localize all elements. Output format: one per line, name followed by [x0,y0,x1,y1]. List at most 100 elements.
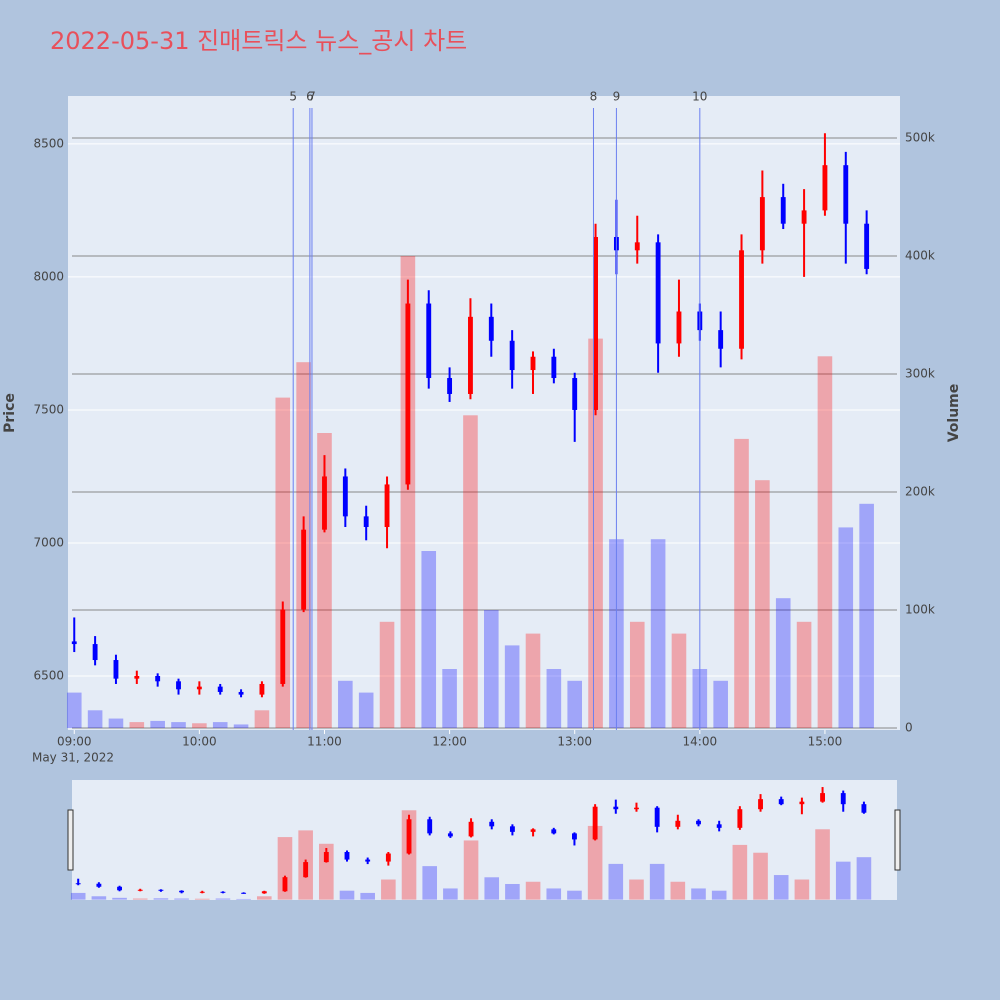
slider-candle-body [572,833,577,840]
slider-volume-bar [194,898,210,900]
slider-volume-bar [691,888,706,900]
slider-volume-bar [505,883,520,900]
candle-body [155,675,161,682]
candle-body [801,210,807,224]
candle-body [572,378,578,410]
candle-body [301,529,307,610]
slider-candle-body [675,820,681,827]
candle-body [342,476,348,517]
slider-candle-body [468,821,474,837]
slider-volume-bar [174,898,189,900]
volume-bar [546,668,562,728]
candle-body [280,609,286,684]
slider-volume-bar [567,890,582,900]
y-tick-label: 6500 [33,668,64,682]
volume-bar [317,433,332,728]
news-label: 9 [613,90,621,104]
y2-tick-label: 200k [905,484,935,498]
volume-bar [817,356,833,728]
volume-bar [859,503,874,728]
x-date-label: May 31, 2022 [32,751,114,765]
chart-title: 2022-05-31 진매트릭스 뉴스_공시 차트 [50,27,467,55]
candle-body [843,165,849,224]
slider-candle-body [385,853,391,862]
slider-volume-bar [525,881,541,900]
volume-bar [150,720,165,728]
slider-volume-bar [277,837,293,900]
slider-candle-body [117,886,122,891]
candle-body [217,686,223,692]
slider-handle[interactable] [894,809,901,871]
slider-candle-body [820,793,825,802]
volume-bar [108,718,124,728]
slider-volume-bar [132,898,148,900]
candle-body [71,641,77,645]
slider-candle-body [447,833,453,837]
slider-candle-body [758,799,763,810]
slider-volume-bar [112,897,127,900]
volume-bar [379,621,395,728]
news-label: 10 [692,90,707,104]
volume-bar [192,723,207,728]
slider-candle-body [489,821,495,827]
slider-candle-body [613,806,619,810]
volume-bar [713,680,728,728]
slider-candle-body [799,801,805,805]
slider-candle-body [427,819,433,834]
slider-handle[interactable] [67,809,74,871]
slider-volume-bar [773,875,789,900]
slider-volume-bar [794,879,810,900]
x-tick-label: 14:00 [683,735,718,749]
candle-body [384,484,390,528]
slider-candle-body [551,829,557,834]
slider-volume-bar [339,890,355,900]
slider-candle-body [96,883,102,887]
x-tick-label: 11:00 [307,735,342,749]
candle-body [780,197,786,224]
slider-volume-bar [711,890,727,900]
slider-volume-bar [422,866,438,900]
candle-body [509,340,515,371]
volume-bar [734,438,749,728]
slider-candle-body [840,793,846,805]
slider-volume-bar [856,857,872,900]
candle-body [739,250,744,349]
slider-volume-bar [753,852,768,900]
slider-volume-bar [91,896,107,900]
x-tick-label: 09:00 [57,735,92,749]
slider-volume-bar [546,888,562,900]
slider-candle-body [344,852,350,860]
candle-body [322,476,327,530]
volume-bar [484,609,499,728]
candle-body [196,686,202,690]
candle-body [176,681,181,690]
slider-candle-body [158,889,164,891]
volume-bar [66,692,82,728]
slider-candle-body [696,820,701,825]
volume-bar [212,722,228,728]
volume-bar [650,539,666,728]
volume-bar [171,722,186,728]
x-tick-label: 15:00 [808,735,843,749]
volume-bar [567,680,583,728]
y2-axis-title: Volume [946,384,962,443]
slider-volume-bar [649,863,665,900]
slider-volume-bar [236,898,251,900]
y2-tick-label: 100k [905,602,935,616]
volume-bar [755,480,770,728]
volume-bar [442,668,457,728]
y-axis-title: Price [2,393,18,433]
volume-bar [463,415,478,728]
news-label: 5 [289,90,297,104]
slider-volume-bar [629,879,644,900]
slider-volume-bar [484,877,500,900]
slider-volume-bar [587,825,603,900]
slider-candle-body [530,829,536,832]
volume-bar [421,550,437,728]
slider-volume-bar [319,843,334,900]
volume-bar [775,598,791,728]
candle-body [363,516,369,528]
y2-tick-label: 300k [905,367,935,381]
candle-body [718,330,724,349]
